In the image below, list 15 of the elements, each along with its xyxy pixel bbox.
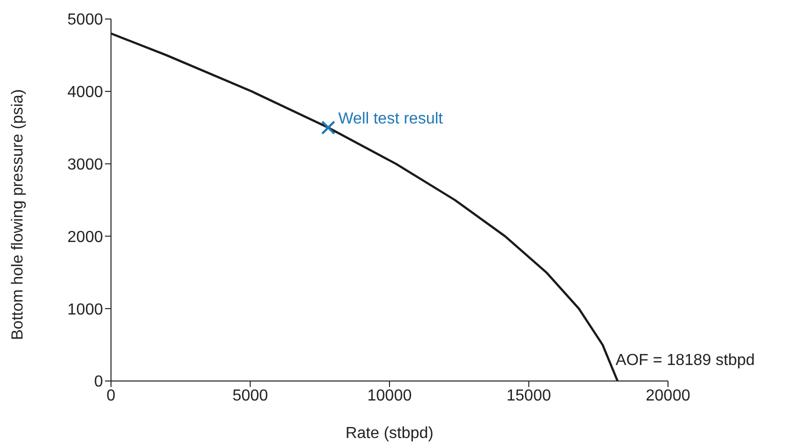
x-tick-label: 10000 (367, 387, 412, 404)
y-tick-label: 5000 (67, 12, 104, 29)
x-tick-label: 0 (106, 387, 116, 404)
x-axis-title: Rate (stbpd) (345, 425, 434, 442)
y-tick-label: 4000 (67, 84, 104, 102)
y-tick-label: 2000 (67, 228, 104, 246)
x-tick-label: 20000 (646, 387, 690, 404)
annotation: Well test result (338, 110, 444, 128)
y-tick-label: 0 (94, 374, 104, 391)
annotation: AOF = 18189 stbpd (616, 352, 755, 369)
y-tick-label: 1000 (67, 301, 104, 318)
x-tick-label: 5000 (232, 387, 268, 404)
x-tick-label: 15000 (506, 387, 552, 404)
y-tick-label: 3000 (67, 156, 104, 174)
y-axis-title: Bottom hole flowing pressure (psia) (10, 89, 27, 340)
